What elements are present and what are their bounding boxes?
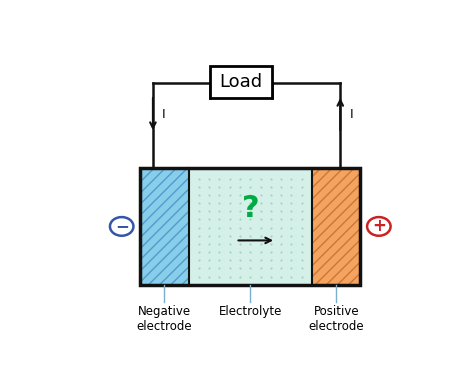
Text: −: − [115, 218, 128, 235]
Bar [312, 168, 360, 285]
Bar [210, 66, 272, 98]
Text: Electrolyte: Electrolyte [219, 305, 282, 318]
Bar [140, 168, 360, 285]
Text: ?: ? [241, 194, 259, 223]
Text: Positive
electrode: Positive electrode [309, 305, 364, 333]
Bar [189, 168, 312, 285]
Text: I: I [162, 108, 166, 121]
Circle shape [110, 217, 134, 236]
Text: Load: Load [219, 73, 263, 91]
Bar [312, 168, 360, 285]
Text: I: I [349, 108, 353, 121]
Text: +: + [372, 218, 386, 235]
Circle shape [367, 217, 391, 236]
Text: Negative
electrode: Negative electrode [137, 305, 192, 333]
Bar [140, 168, 189, 285]
Bar [140, 168, 189, 285]
